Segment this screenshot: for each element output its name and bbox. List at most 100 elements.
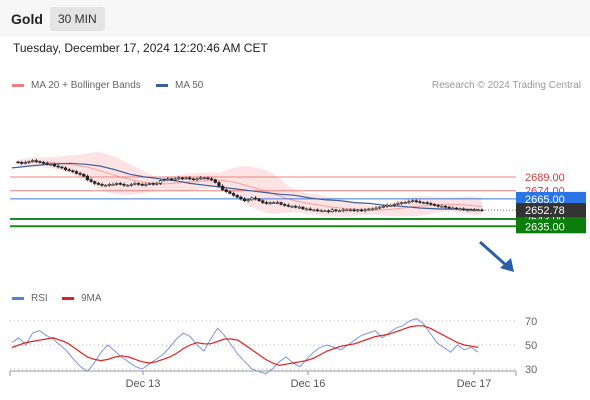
level-label-2635.00: 2635.00: [525, 221, 565, 233]
candle-body: [173, 178, 177, 181]
candle-body: [16, 161, 20, 164]
candle-body: [93, 181, 97, 184]
candle-body: [52, 163, 57, 167]
candle-body: [253, 197, 258, 200]
chart-datetime: Tuesday, December 17, 2024 12:20:46 AM C…: [13, 41, 268, 55]
candle-body: [334, 209, 338, 212]
rsi-tick-30: 30: [525, 364, 537, 376]
candle-body: [279, 202, 283, 205]
candle-body: [78, 173, 82, 175]
candle-body: [290, 205, 294, 208]
forecast-arrow-head: [500, 258, 514, 272]
legend-ma50: MA 50: [156, 80, 203, 91]
candle-body: [345, 209, 349, 212]
last-price-label: 2652.78: [525, 205, 565, 217]
candle-body: [239, 196, 243, 200]
header-bar: Gold 30 MIN: [0, 0, 590, 37]
candle-body: [74, 171, 79, 174]
candle-body: [454, 207, 459, 210]
candle-body: [283, 204, 287, 206]
candle-body: [242, 198, 247, 202]
candle-body: [367, 208, 371, 211]
candle-body: [294, 205, 298, 208]
ma20-label: MA 20 + Bollinger Bands: [31, 80, 141, 91]
candle-body: [264, 202, 269, 204]
candle-body: [348, 209, 353, 212]
candle-body: [191, 178, 195, 181]
candle-body: [210, 178, 214, 181]
candle-body: [180, 177, 185, 180]
level-label-2689.00: 2689.00: [525, 172, 565, 184]
candle-body: [465, 209, 469, 212]
rsi-tick-70: 70: [525, 316, 537, 328]
level-tag-2665.00: 2665.00: [516, 191, 586, 206]
ma50-label: MA 50: [175, 80, 204, 91]
candle-body: [155, 183, 159, 185]
candle-body: [447, 206, 451, 209]
candle-body: [305, 208, 309, 211]
candle-body: [250, 197, 254, 201]
candle-body: [414, 200, 418, 203]
candle-body: [60, 166, 64, 169]
candle-body: [151, 183, 155, 185]
candle-body: [82, 173, 86, 177]
candle-body: [275, 202, 280, 204]
level-tag-2635.00: 2635.00: [516, 219, 586, 234]
candle-body: [469, 209, 473, 212]
ma20-swatch: [12, 84, 24, 87]
candle-body: [246, 199, 250, 202]
candle-body: [308, 208, 312, 211]
x-tick-Dec-17: Dec 17: [457, 378, 492, 390]
candle-body: [34, 160, 38, 162]
ma20-line: [17, 161, 483, 211]
candle-body: [319, 210, 323, 213]
candle-body: [476, 209, 480, 212]
candle-body: [206, 177, 210, 180]
candle-body: [418, 201, 422, 203]
candle-body: [122, 184, 126, 186]
candle-body: [378, 206, 382, 209]
candle-body: [363, 209, 367, 212]
candle-body: [118, 183, 122, 185]
candle-body: [220, 185, 225, 191]
rsi-tick-50: 50: [525, 340, 537, 352]
candle-body: [20, 162, 24, 164]
candle-body: [312, 209, 316, 212]
candle-body: [100, 184, 104, 186]
rsi-ma9-line: [11, 325, 479, 367]
candle-body: [297, 206, 301, 209]
candle-body: [451, 207, 455, 210]
instrument-title: Gold: [11, 11, 43, 27]
candle-body: [429, 203, 433, 205]
interval-badge[interactable]: 30 MIN: [50, 7, 105, 31]
candle-body: [177, 177, 181, 180]
candle-body: [202, 177, 206, 180]
legend-ma20: MA 20 + Bollinger Bands: [12, 80, 141, 91]
candle-body: [228, 191, 232, 194]
rsi-swatch: [12, 297, 24, 300]
ma9-swatch: [62, 297, 74, 300]
candle-body: [396, 203, 400, 205]
candle-body: [356, 209, 360, 212]
candle-body: [188, 177, 192, 180]
candle-body: [374, 207, 378, 210]
bollinger-band: [18, 152, 482, 217]
forecast-arrow: [479, 240, 508, 268]
candle-body: [147, 183, 152, 185]
candle-body: [440, 205, 444, 208]
candle-body: [56, 165, 60, 168]
rsi-line: [11, 318, 479, 375]
level-tag-bg: [516, 191, 586, 206]
candle-body: [286, 205, 290, 207]
candle-body: [315, 209, 320, 212]
candle-body: [224, 189, 228, 192]
candle-body: [67, 169, 71, 171]
rsi-label: RSI: [31, 293, 48, 304]
candle-body: [213, 179, 217, 183]
candle-body: [31, 160, 35, 162]
candle-body: [421, 202, 426, 204]
candle-body: [425, 202, 429, 204]
candle-body: [217, 182, 221, 187]
x-tick-Dec-16: Dec 16: [291, 378, 326, 390]
